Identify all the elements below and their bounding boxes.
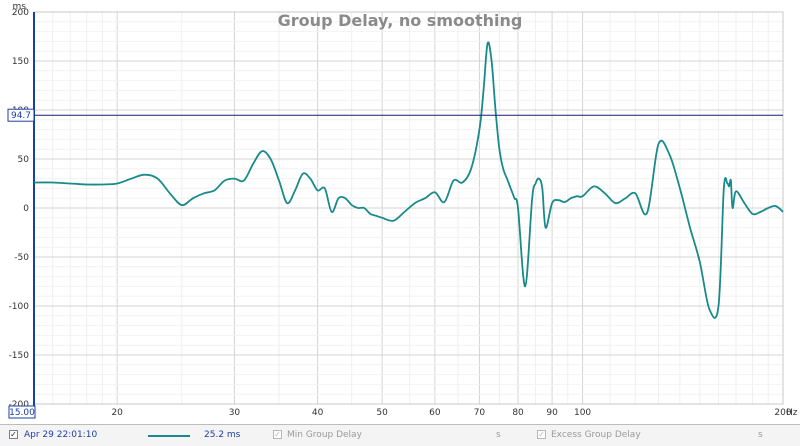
group-delay-series-line xyxy=(33,41,784,319)
cursor-group[interactable]: 94.7 15.00 xyxy=(7,108,783,419)
cursor-x-readout-box xyxy=(8,405,36,419)
x-tick-label: 70 xyxy=(474,408,486,418)
measurement-label: Apr 29 22:01:10 xyxy=(24,430,98,440)
y-tick-label: 200 xyxy=(12,8,29,18)
min-group-delay-unit: s xyxy=(496,430,501,440)
cursor-y-readout: 94.7 xyxy=(11,111,31,121)
measurement-checkbox[interactable]: ✓ xyxy=(9,430,18,439)
x-tick-label: 50 xyxy=(376,408,388,418)
x-tick-label: 80 xyxy=(512,408,524,418)
min-group-delay-checkbox[interactable]: ✓ xyxy=(273,430,282,439)
excess-group-delay-unit: s xyxy=(758,430,763,440)
measurement-value: 25.2 ms xyxy=(204,430,241,440)
x-tick-label: 60 xyxy=(429,408,441,418)
y-tick-label: -150 xyxy=(9,351,30,361)
y-tick-label: 0 xyxy=(23,204,29,214)
chart-title: Group Delay, no smoothing xyxy=(278,11,523,30)
series-group xyxy=(33,41,784,319)
x-tick-label: 20 xyxy=(111,408,123,418)
plot-frame xyxy=(33,11,784,412)
x-axis-unit-label: Hz xyxy=(786,408,798,418)
group-delay-chart: 200 150 100 50 0 -50 -100 -150 -200 20 30 40 50 60 70… xyxy=(7,2,798,419)
y-tick-label: 150 xyxy=(12,57,29,67)
excess-group-delay-label: Excess Group Delay xyxy=(551,430,641,440)
excess-group-delay-checkbox[interactable]: ✓ xyxy=(537,430,546,439)
cursor-y-readout-box xyxy=(7,108,35,122)
measurement-color-swatch[interactable] xyxy=(148,435,190,437)
x-tick-label: 30 xyxy=(229,408,241,418)
y-axis-label: ms xyxy=(13,2,27,12)
y-tick-label: -50 xyxy=(14,253,29,263)
legend-item-min-group-delay[interactable]: ✓ Min Group Delay s xyxy=(270,425,510,446)
x-axis-tick-labels: 20 30 40 50 60 70 80 90 100 200 xyxy=(111,408,791,418)
y-tick-label: 50 xyxy=(18,155,30,165)
cursor-x-readout: 15.00 xyxy=(9,408,35,418)
min-group-delay-label: Min Group Delay xyxy=(287,430,362,440)
x-tick-label: 200 xyxy=(774,408,791,418)
legend-bar: ✓ Apr 29 22:01:10 25.2 ms ✓ Min Group De… xyxy=(0,424,800,446)
y-tick-label: -100 xyxy=(9,302,30,312)
y-tick-label: -200 xyxy=(9,400,30,410)
legend-item-excess-group-delay[interactable]: ✓ Excess Group Delay s xyxy=(534,425,784,446)
legend-item-measurement[interactable]: ✓ Apr 29 22:01:10 25.2 ms xyxy=(0,425,250,446)
x-tick-label: 90 xyxy=(546,408,558,418)
x-tick-label: 100 xyxy=(574,408,591,418)
x-tick-label: 40 xyxy=(312,408,324,418)
